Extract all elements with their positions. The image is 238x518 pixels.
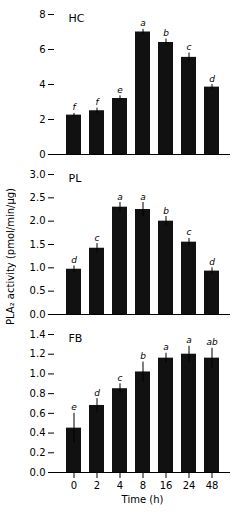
svg-text:1.0: 1.0 [30, 368, 46, 379]
svg-text:b: b [163, 28, 169, 38]
svg-text:a: a [186, 335, 192, 345]
svg-text:f: f [72, 102, 77, 112]
svg-text:0.0: 0.0 [30, 467, 46, 478]
svg-text:a: a [163, 342, 169, 352]
svg-text:0.5: 0.5 [30, 285, 46, 296]
svg-text:d: d [94, 388, 100, 398]
svg-text:Time (h): Time (h) [121, 494, 164, 505]
svg-text:e: e [71, 402, 77, 412]
svg-text:b: b [163, 206, 169, 216]
svg-text:6: 6 [39, 44, 45, 55]
svg-text:c: c [118, 373, 123, 383]
svg-text:48: 48 [206, 480, 219, 491]
svg-text:1.0: 1.0 [30, 262, 46, 273]
svg-text:e: e [117, 85, 123, 95]
svg-text:2.5: 2.5 [30, 192, 46, 203]
svg-text:PL: PL [69, 172, 83, 185]
svg-text:0.0: 0.0 [30, 309, 46, 320]
svg-text:2: 2 [94, 480, 100, 491]
svg-text:d: d [209, 257, 215, 267]
svg-text:4: 4 [39, 79, 45, 90]
svg-text:1.2: 1.2 [30, 348, 46, 359]
svg-text:a: a [140, 18, 146, 28]
svg-text:HC: HC [69, 12, 85, 25]
svg-text:c: c [187, 227, 192, 237]
svg-text:0.8: 0.8 [30, 388, 46, 399]
svg-text:2: 2 [39, 114, 45, 125]
svg-text:1.5: 1.5 [30, 239, 46, 250]
svg-text:0: 0 [39, 149, 45, 160]
svg-text:0.6: 0.6 [30, 408, 46, 419]
svg-text:1.4: 1.4 [30, 329, 46, 340]
svg-text:2.0: 2.0 [30, 215, 46, 226]
svg-text:3.0: 3.0 [30, 169, 46, 180]
svg-text:8: 8 [39, 9, 45, 20]
svg-text:FB: FB [69, 332, 83, 345]
svg-text:a: a [117, 192, 123, 202]
svg-text:0: 0 [71, 480, 77, 491]
svg-text:8: 8 [140, 480, 146, 491]
svg-text:16: 16 [160, 480, 173, 491]
svg-text:b: b [140, 351, 146, 361]
svg-text:0.2: 0.2 [30, 447, 46, 458]
svg-text:d: d [209, 74, 215, 84]
svg-text:d: d [71, 255, 77, 265]
html-text:PLA₂ activity (pmol/min/μg): PLA₂ activity (pmol/min/μg) [4, 187, 16, 325]
svg-text:f: f [95, 97, 100, 107]
svg-text:4: 4 [117, 480, 123, 491]
svg-text:ab: ab [206, 337, 218, 347]
svg-text:a: a [140, 192, 146, 202]
svg-text:c: c [95, 233, 100, 243]
svg-text:c: c [187, 42, 192, 52]
svg-text:24: 24 [183, 480, 196, 491]
svg-text:0.4: 0.4 [30, 427, 46, 438]
